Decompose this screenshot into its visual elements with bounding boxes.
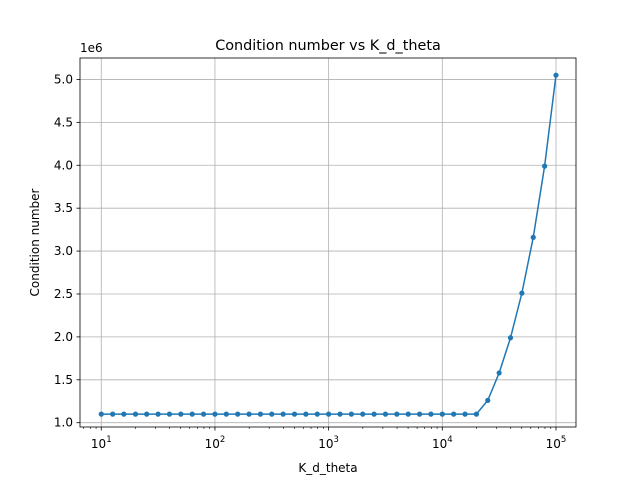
data-point [542,163,548,169]
data-point [530,234,536,240]
data-point [110,411,116,417]
data-point [428,411,434,417]
data-point [200,411,207,417]
y-tick-label: 2.0 [54,330,73,344]
data-point [416,411,423,417]
data-point [473,411,480,417]
data-point [189,411,195,417]
data-point [166,411,173,417]
data-point [303,411,309,417]
y-tick-label: 1.0 [54,416,73,430]
data-point [178,411,184,417]
data-point [405,411,411,417]
y-tick-label: 2.5 [54,287,73,301]
y-axis: 1.0 1.5 2.0 2.5 3.0 3.5 4.0 4.5 5.0 [54,72,80,430]
data-point [155,411,161,417]
x-tick-label: 101 [91,435,112,451]
x-axis: 101 102 103 104 105 [83,427,567,451]
chart-title: Condition number vs K_d_theta [215,38,441,54]
y-tick-label: 5.0 [54,72,73,86]
data-point [553,72,559,78]
data-point [382,411,389,417]
data-point [371,411,377,417]
data-point [394,411,400,417]
x-tick-label: 104 [432,435,453,451]
y-tick-label: 3.5 [54,201,73,215]
data-point [314,411,320,417]
data-point [246,411,252,417]
data-point [485,397,491,403]
plot-frame [79,57,577,428]
data-point [269,411,275,417]
data-point [121,411,127,417]
data-point [439,411,445,417]
x-tick-label: 105 [546,435,567,451]
data-point [212,411,218,417]
data-point [280,411,286,417]
data-point [144,411,150,417]
x-axis-title: K_d_theta [298,461,357,475]
data-point [451,411,457,417]
y-tick-label: 1.5 [54,373,73,387]
y-axis-title: Condition number [28,188,42,296]
data-point [360,411,366,417]
data-point [257,411,264,417]
y-tick-label: 4.0 [54,158,73,172]
y-tick-label: 4.5 [54,115,73,129]
data-point [462,411,468,417]
data-point [519,290,525,296]
data-point [132,411,139,417]
y-axis-multiplier: 1e6 [80,41,103,55]
data-point [326,411,332,417]
data-point [507,335,514,341]
data-point [348,411,354,417]
data-point [98,411,104,417]
y-tick-label: 3.0 [54,244,73,258]
series-layer [98,72,559,417]
data-point [223,411,229,417]
data-point [291,411,298,417]
grid [80,58,576,427]
x-tick-label: 102 [205,435,226,451]
x-tick-label: 103 [318,435,339,451]
data-point [496,370,502,376]
data-point [235,411,241,417]
data-point [337,411,343,417]
